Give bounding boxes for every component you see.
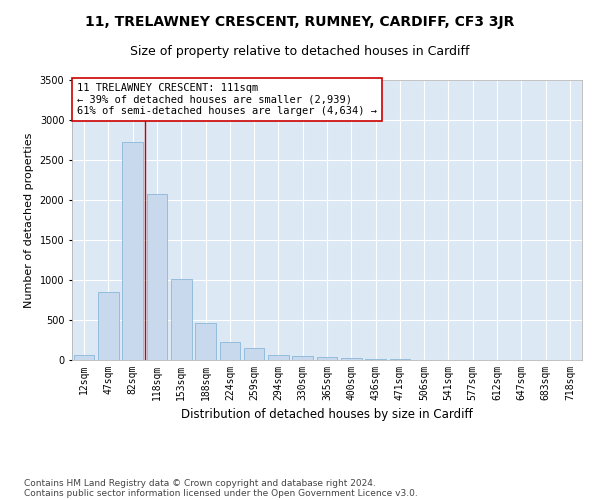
- Bar: [171, 279, 191, 360]
- Text: 11, TRELAWNEY CRESCENT, RUMNEY, CARDIFF, CF3 3JR: 11, TRELAWNEY CRESCENT, RUMNEY, CARDIFF,…: [85, 15, 515, 29]
- Bar: [220, 342, 240, 360]
- Text: Contains public sector information licensed under the Open Government Licence v3: Contains public sector information licen…: [24, 488, 418, 498]
- Text: 11 TRELAWNEY CRESCENT: 111sqm
← 39% of detached houses are smaller (2,939)
61% o: 11 TRELAWNEY CRESCENT: 111sqm ← 39% of d…: [77, 83, 377, 116]
- Bar: [292, 356, 313, 360]
- Text: Contains HM Land Registry data © Crown copyright and database right 2024.: Contains HM Land Registry data © Crown c…: [24, 478, 376, 488]
- Bar: [317, 357, 337, 360]
- Bar: [365, 359, 386, 360]
- Bar: [244, 348, 265, 360]
- Bar: [98, 292, 119, 360]
- Text: Size of property relative to detached houses in Cardiff: Size of property relative to detached ho…: [130, 45, 470, 58]
- Bar: [74, 355, 94, 360]
- Bar: [122, 142, 143, 360]
- X-axis label: Distribution of detached houses by size in Cardiff: Distribution of detached houses by size …: [181, 408, 473, 422]
- Bar: [195, 323, 216, 360]
- Bar: [341, 358, 362, 360]
- Bar: [146, 194, 167, 360]
- Bar: [268, 355, 289, 360]
- Y-axis label: Number of detached properties: Number of detached properties: [24, 132, 34, 308]
- Bar: [389, 359, 410, 360]
